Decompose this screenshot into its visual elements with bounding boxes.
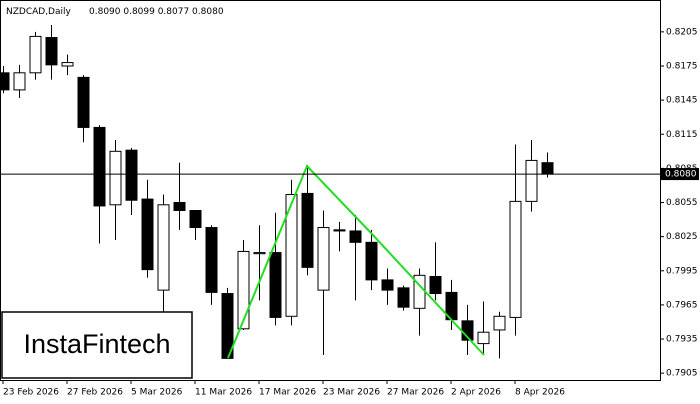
- candle-body: [269, 252, 282, 318]
- x-tick-label: 5 Mar 2026: [131, 388, 183, 398]
- candle-body: [333, 229, 346, 232]
- price-label-box: [661, 168, 699, 181]
- x-tick-label: 27 Mar 2026: [387, 388, 444, 398]
- candle-body: [493, 315, 506, 331]
- candle-body: [61, 62, 74, 67]
- candle-body: [189, 209, 202, 229]
- candle-body: [429, 275, 442, 295]
- x-tick-label: 23 Feb 2026: [3, 388, 59, 398]
- ohlc-header: 0.8090 0.8099 0.8077 0.8080: [89, 7, 224, 17]
- candle-body: [205, 227, 218, 293]
- candle-body: [253, 252, 266, 255]
- y-tick-label: 0.8055: [666, 198, 698, 208]
- y-tick-label: 0.7965: [666, 300, 698, 310]
- x-tick-label: 11 Mar 2026: [195, 388, 252, 398]
- y-tick-label: 0.7995: [666, 266, 698, 276]
- candle-body: [125, 149, 138, 201]
- candle-body: [301, 192, 314, 268]
- candle-body: [109, 150, 122, 206]
- pattern-line: [227, 164, 485, 359]
- candle-body: [237, 250, 250, 330]
- x-tick-label: 27 Feb 2026: [67, 388, 123, 398]
- candle-body: [477, 331, 490, 345]
- candle-body: [1, 72, 10, 91]
- candle-body: [381, 279, 394, 291]
- candle-body: [13, 72, 26, 91]
- candle-body: [349, 230, 362, 243]
- logo-box: [1, 311, 193, 379]
- candle-body: [77, 76, 90, 128]
- y-tick-label: 0.8115: [666, 130, 698, 140]
- x-tick-label: 2 Apr 2026: [451, 388, 501, 398]
- x-tick-label: 17 Mar 2026: [259, 388, 316, 398]
- candle-body: [541, 162, 554, 175]
- price-label: 0.8080: [665, 170, 697, 180]
- candle-body: [141, 198, 154, 271]
- y-tick-label: 0.8205: [666, 27, 698, 37]
- candle-body: [45, 37, 58, 66]
- x-tick-label: 8 Apr 2026: [515, 388, 565, 398]
- candle-body: [173, 202, 186, 211]
- candle-body: [93, 126, 106, 207]
- candle-body: [365, 241, 378, 281]
- candle-body: [509, 200, 522, 318]
- candle-body: [157, 204, 170, 291]
- candle-body: [221, 293, 234, 359]
- y-tick-label: 0.7905: [666, 369, 698, 379]
- logo: InstaFintech: [23, 329, 170, 359]
- candle-body: [525, 159, 538, 202]
- y-tick-label: 0.8175: [666, 61, 698, 71]
- y-tick-label: 0.8025: [666, 232, 698, 242]
- y-tick-label: 0.8145: [666, 96, 698, 106]
- candle-body: [317, 227, 330, 291]
- y-tick-label: 0.7935: [666, 335, 698, 345]
- candle-body: [397, 287, 410, 308]
- candle-body: [285, 194, 298, 317]
- candle-body: [29, 35, 42, 74]
- x-tick-label: 23 Mar 2026: [323, 388, 380, 398]
- chart-title: NZDCAD,Daily: [6, 7, 72, 17]
- candles: [1, 25, 554, 359]
